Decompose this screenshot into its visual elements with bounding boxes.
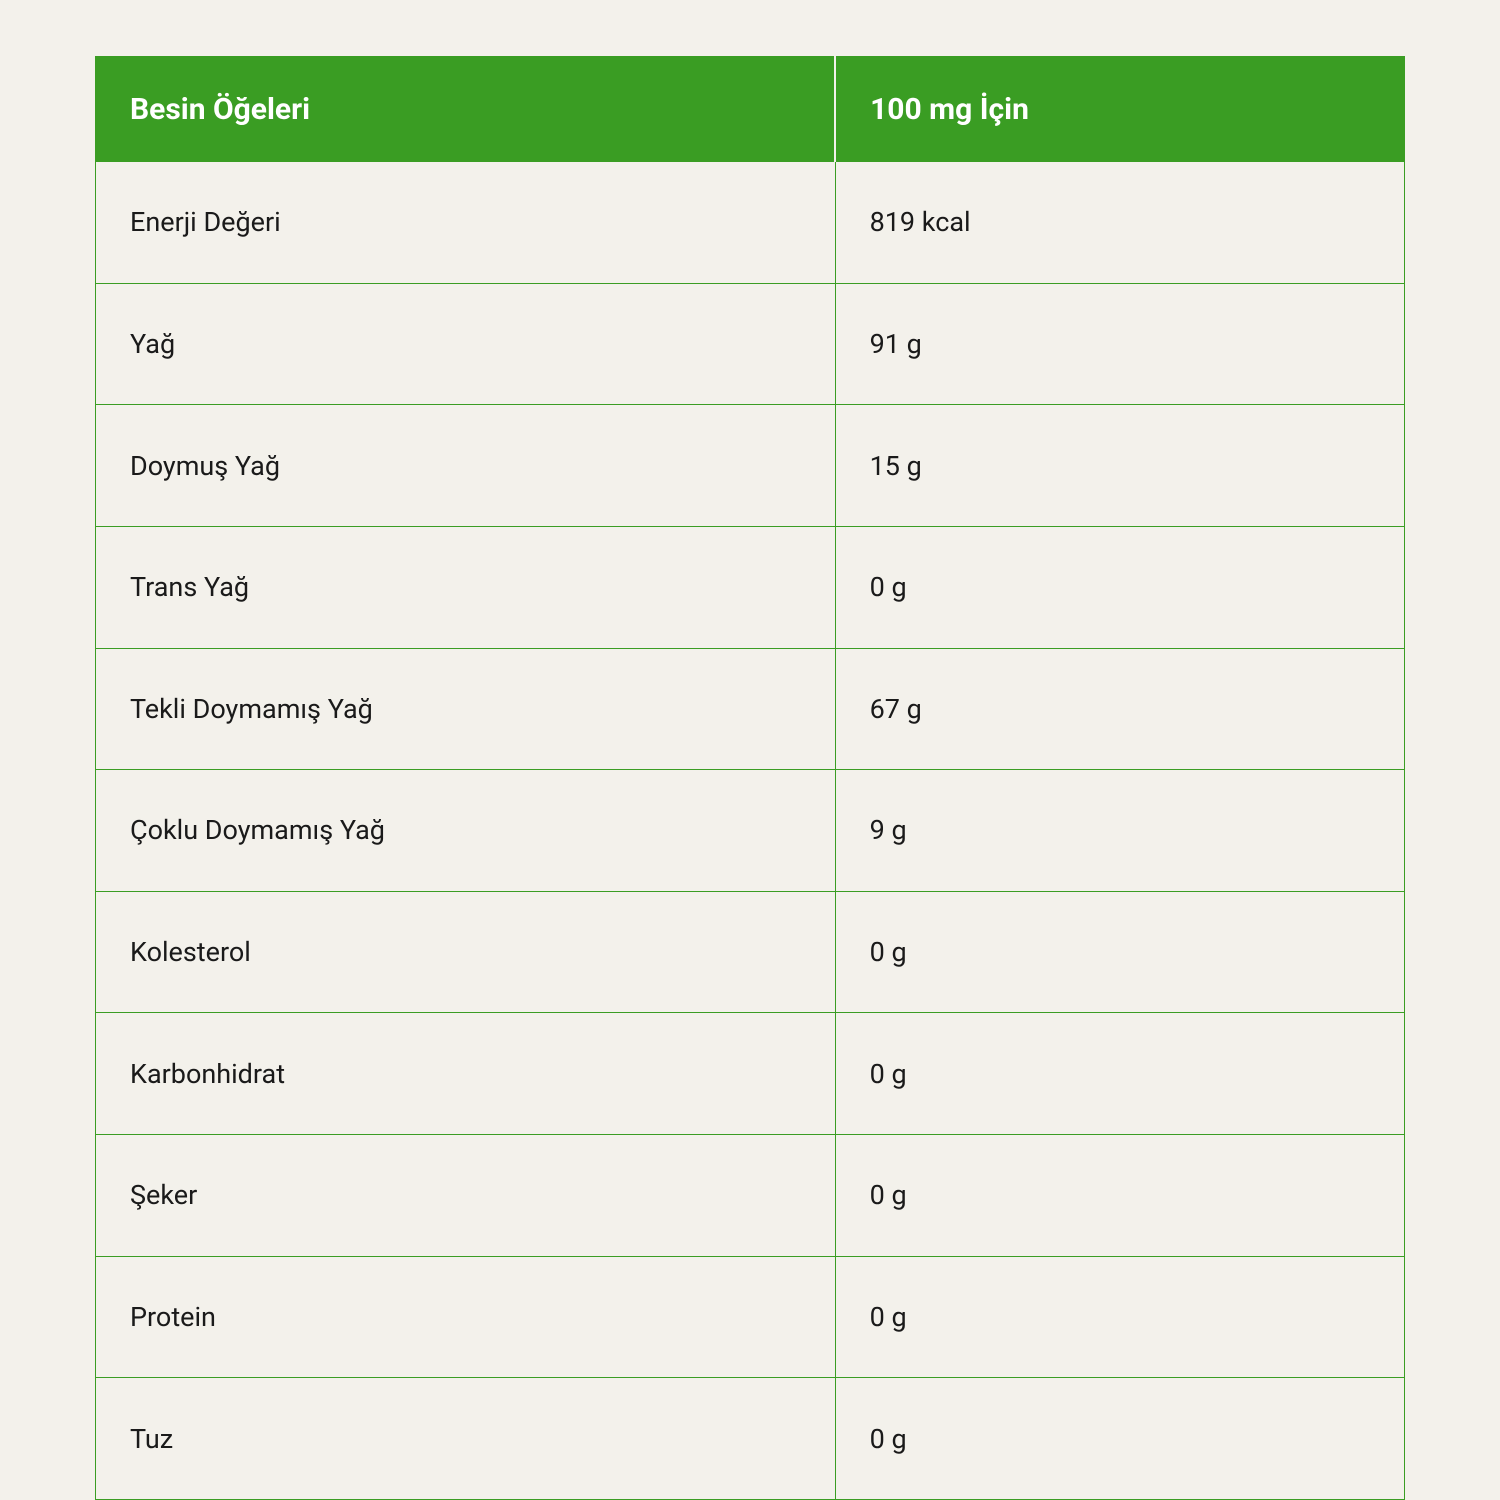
nutrient-value: 67 g bbox=[835, 648, 1404, 770]
nutrient-value: 91 g bbox=[835, 283, 1404, 405]
table-row: Tuz 0 g bbox=[96, 1378, 1405, 1500]
table-row: Kolesterol 0 g bbox=[96, 891, 1405, 1013]
table-row: Tekli Doymamış Yağ 67 g bbox=[96, 648, 1405, 770]
table-row: Protein 0 g bbox=[96, 1256, 1405, 1378]
nutrition-table: Besin Öğeleri 100 mg İçin Enerji Değeri … bbox=[95, 56, 1405, 1500]
table-row: Trans Yağ 0 g bbox=[96, 526, 1405, 648]
nutrient-value: 0 g bbox=[835, 1013, 1404, 1135]
table-header-per100mg: 100 mg İçin bbox=[835, 57, 1404, 162]
table-row: Enerji Değeri 819 kcal bbox=[96, 162, 1405, 284]
nutrient-value: 9 g bbox=[835, 770, 1404, 892]
nutrient-value: 0 g bbox=[835, 1256, 1404, 1378]
nutrient-name: Şeker bbox=[96, 1135, 836, 1257]
table-header-nutrient: Besin Öğeleri bbox=[96, 57, 836, 162]
nutrient-name: Karbonhidrat bbox=[96, 1013, 836, 1135]
nutrient-value: 819 kcal bbox=[835, 162, 1404, 284]
nutrient-name: Tuz bbox=[96, 1378, 836, 1500]
nutrient-name: Yağ bbox=[96, 283, 836, 405]
table-header-row: Besin Öğeleri 100 mg İçin bbox=[96, 57, 1405, 162]
nutrient-name: Doymuş Yağ bbox=[96, 405, 836, 527]
table-row: Çoklu Doymamış Yağ 9 g bbox=[96, 770, 1405, 892]
nutrient-value: 0 g bbox=[835, 1135, 1404, 1257]
nutrient-name: Protein bbox=[96, 1256, 836, 1378]
nutrient-value: 0 g bbox=[835, 891, 1404, 1013]
table-row: Şeker 0 g bbox=[96, 1135, 1405, 1257]
nutrient-name: Enerji Değeri bbox=[96, 162, 836, 284]
table-row: Karbonhidrat 0 g bbox=[96, 1013, 1405, 1135]
nutrient-value: 0 g bbox=[835, 526, 1404, 648]
nutrient-value: 15 g bbox=[835, 405, 1404, 527]
nutrient-name: Çoklu Doymamış Yağ bbox=[96, 770, 836, 892]
table-row: Yağ 91 g bbox=[96, 283, 1405, 405]
table-row: Doymuş Yağ 15 g bbox=[96, 405, 1405, 527]
nutrient-name: Tekli Doymamış Yağ bbox=[96, 648, 836, 770]
nutrient-name: Trans Yağ bbox=[96, 526, 836, 648]
nutrient-value: 0 g bbox=[835, 1378, 1404, 1500]
nutrient-name: Kolesterol bbox=[96, 891, 836, 1013]
